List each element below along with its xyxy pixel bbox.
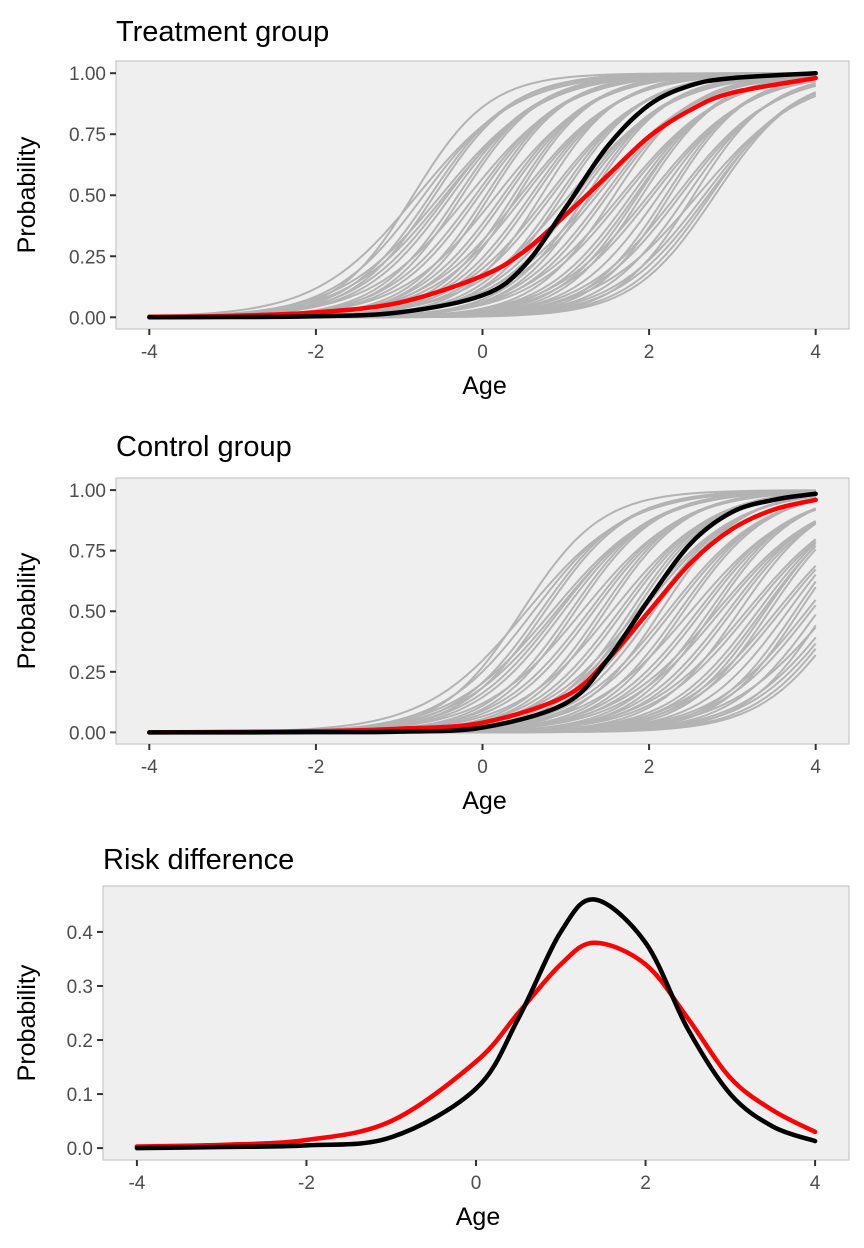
y-tick-label: 0.0 xyxy=(67,1139,93,1160)
y-tick-label: 0.00 xyxy=(69,308,106,329)
y-tick-label: 0.50 xyxy=(69,186,106,207)
y-tick-label: 0.00 xyxy=(69,723,106,744)
x-tick-label: -4 xyxy=(141,757,158,778)
y-tick-label: 1.00 xyxy=(69,64,106,85)
y-tick-label: 0.2 xyxy=(67,1031,93,1052)
x-tick-label: 0 xyxy=(477,342,488,363)
y-tick-label: 0.25 xyxy=(69,663,106,684)
plot-background xyxy=(102,885,850,1161)
series-line-0 xyxy=(134,940,818,1149)
x-tick-label: 4 xyxy=(810,1173,821,1194)
series-line-0 xyxy=(147,75,818,320)
x-tick-label: -4 xyxy=(141,342,158,363)
x-tick-label: -2 xyxy=(298,1173,315,1194)
x-axis-title: Age xyxy=(462,787,506,815)
x-tick-label: 0 xyxy=(477,757,488,778)
y-axis-title: Probability xyxy=(13,552,41,669)
y-tick-label: 0.50 xyxy=(69,602,106,623)
y-tick-label: 0.3 xyxy=(67,977,93,998)
x-tick-label: 2 xyxy=(640,1173,651,1194)
y-tick-label: 0.75 xyxy=(69,125,106,146)
y-axis-title: Probability xyxy=(13,964,41,1081)
x-tick-label: 4 xyxy=(810,757,821,778)
x-tick-label: 2 xyxy=(644,757,655,778)
x-tick-label: 2 xyxy=(644,342,655,363)
chart-title: Control group xyxy=(116,431,292,463)
x-axis-title: Age xyxy=(456,1203,500,1231)
y-tick-label: 0.1 xyxy=(67,1085,93,1106)
y-tick-label: 0.25 xyxy=(69,247,106,268)
series-line-1 xyxy=(147,70,818,320)
series-line-1 xyxy=(134,897,818,1151)
x-tick-label: -2 xyxy=(307,757,324,778)
chart-panel-0: Treatment group -4 -2 0 2 4 0.00 0.25 0.50 0.75 1.… xyxy=(13,16,850,400)
x-axis-title: Age xyxy=(462,372,506,400)
chart-title: Treatment group xyxy=(116,16,329,48)
x-tick-label: -4 xyxy=(128,1173,145,1194)
y-tick-label: 1.00 xyxy=(69,481,106,502)
chart-title: Risk difference xyxy=(103,844,294,876)
x-tick-label: -2 xyxy=(307,342,324,363)
y-tick-label: 0.75 xyxy=(69,542,106,563)
x-tick-label: 4 xyxy=(810,342,821,363)
y-axis-title: Probability xyxy=(13,136,41,253)
plot-background xyxy=(115,477,850,745)
chart-panel-1: Control group -4 -2 0 2 4 0.00 0.25 0.50 0.75 1.00… xyxy=(13,431,850,815)
y-tick-label: 0.4 xyxy=(67,923,94,944)
x-tick-label: 0 xyxy=(471,1173,482,1194)
chart-panel-2: Risk difference -4 -2 0 2 4 0.0 0.1 0.2 0.3 0.4 Age… xyxy=(13,844,850,1231)
series-line-1 xyxy=(147,491,818,735)
